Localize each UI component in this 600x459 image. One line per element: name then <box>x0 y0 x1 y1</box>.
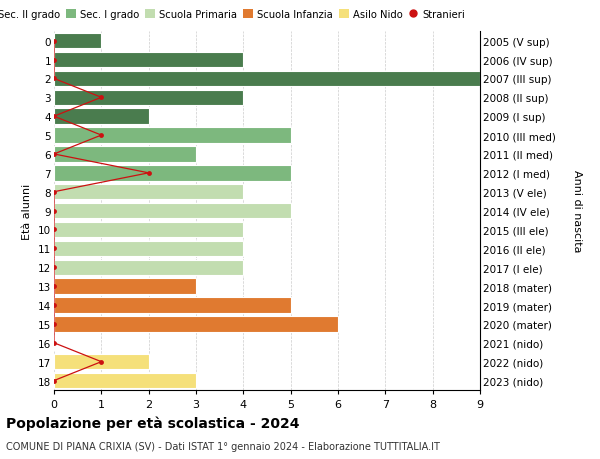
Legend: Sec. II grado, Sec. I grado, Scuola Primaria, Scuola Infanzia, Asilo Nido, Stran: Sec. II grado, Sec. I grado, Scuola Prim… <box>0 6 469 23</box>
Bar <box>54 222 244 238</box>
Bar <box>54 260 244 275</box>
Bar <box>54 185 244 200</box>
Bar <box>54 297 290 313</box>
Bar <box>54 53 244 68</box>
Bar <box>54 109 149 125</box>
Bar <box>54 72 480 87</box>
Y-axis label: Età alunni: Età alunni <box>22 183 32 239</box>
Bar <box>54 316 338 332</box>
Bar <box>54 34 101 49</box>
Bar <box>54 90 244 106</box>
Bar <box>54 354 149 369</box>
Bar <box>54 166 290 181</box>
Text: COMUNE DI PIANA CRIXIA (SV) - Dati ISTAT 1° gennaio 2024 - Elaborazione TUTTITAL: COMUNE DI PIANA CRIXIA (SV) - Dati ISTAT… <box>6 441 440 451</box>
Bar <box>54 147 196 162</box>
Bar <box>54 241 244 257</box>
Y-axis label: Anni di nascita: Anni di nascita <box>572 170 583 252</box>
Bar <box>54 203 290 219</box>
Text: Popolazione per età scolastica - 2024: Popolazione per età scolastica - 2024 <box>6 415 299 430</box>
Bar <box>54 128 290 144</box>
Bar <box>54 373 196 388</box>
Bar <box>54 279 196 294</box>
